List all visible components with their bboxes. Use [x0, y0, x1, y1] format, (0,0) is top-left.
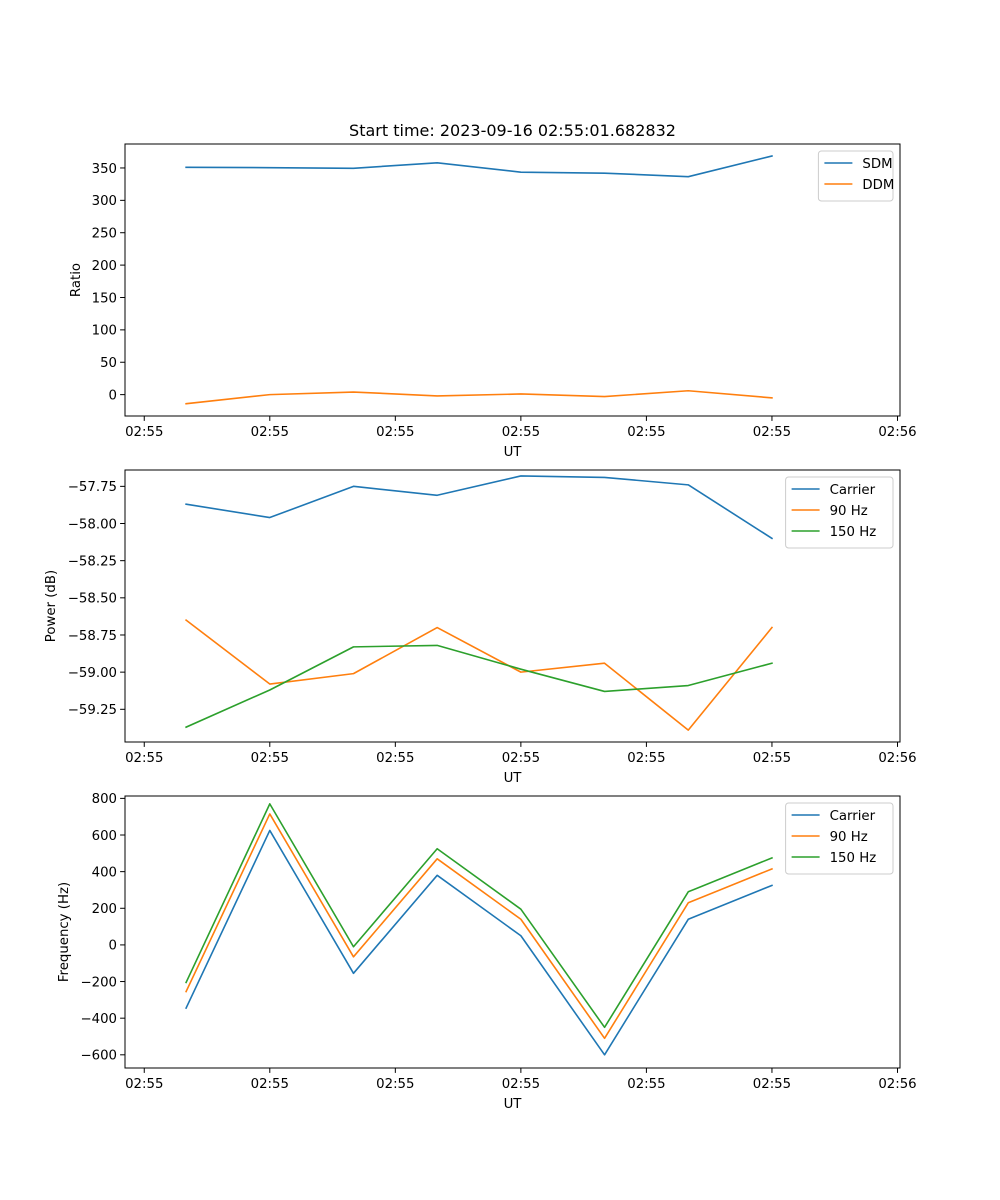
x-tick-label: 02:55: [251, 1077, 289, 1092]
y-axis-label: Frequency (Hz): [57, 882, 72, 982]
legend-label: 90 Hz: [830, 830, 868, 845]
x-tick-label: 02:55: [251, 751, 289, 766]
series-line-150-hz: [185, 644, 773, 729]
subplot-3: 02:55 02:55 02:55 02:55 02:55 02:55 02:56 800 60…: [57, 792, 917, 1112]
y-tick-label: 800: [92, 792, 117, 807]
x-tick-label: 02:55: [627, 425, 665, 440]
x-tick-label: 02:56: [878, 1077, 916, 1092]
legend-label: 90 Hz: [830, 504, 868, 519]
y-axis-label: Power (dB): [44, 570, 59, 642]
y-tick-label: −200: [80, 975, 117, 990]
y-tick-label: 200: [92, 902, 117, 917]
y-tick-label: 400: [92, 865, 117, 880]
y-tick-label: −58.25: [68, 554, 117, 569]
x-axis-label: UT: [504, 1097, 523, 1112]
legend-label: 150 Hz: [830, 851, 877, 866]
y-tick-label: −59.00: [68, 666, 117, 681]
x-tick-label: 02:55: [376, 751, 414, 766]
legend: Carrier 90 Hz 150 Hz: [785, 802, 894, 875]
x-tick-label: 02:55: [502, 1077, 540, 1092]
x-tick-label: 02:55: [753, 751, 791, 766]
series-line-carrier: [185, 829, 773, 1056]
legend: Carrier 90 Hz 150 Hz: [785, 476, 894, 549]
x-tick-label: 02:55: [627, 751, 665, 766]
y-tick-label: −58.75: [68, 629, 117, 644]
x-tick-label: 02:55: [627, 1077, 665, 1092]
y-tick-label: −58.50: [68, 592, 117, 607]
y-tick-label: −600: [80, 1049, 117, 1064]
series-line-ddm: [185, 389, 773, 405]
y-tick-label: 200: [92, 259, 117, 274]
figure-title: Start time: 2023-09-16 02:55:01.682832: [349, 121, 676, 140]
subplots: 02:55 02:55 02:55 02:55 02:55 02:55 02:56 0 50 10…: [44, 143, 917, 1112]
axes-frame: [124, 469, 901, 743]
legend-label: SDM: [862, 157, 892, 172]
y-tick-label: 50: [100, 356, 117, 371]
x-tick-label: 02:55: [125, 751, 163, 766]
axes-frame: [124, 143, 901, 417]
y-tick-label: 150: [92, 291, 117, 306]
subplot-2: 02:55 02:55 02:55 02:55 02:55 02:55 02:56 −57.7…: [44, 469, 917, 786]
y-tick-label: 0: [109, 388, 117, 403]
legend: SDM DDM: [817, 150, 894, 202]
y-tick-label: −58.00: [68, 517, 117, 532]
x-tick-label: 02:55: [753, 425, 791, 440]
series-line-150-hz: [185, 803, 773, 1029]
series-line-90-hz: [185, 813, 773, 1040]
y-axis-label: Ratio: [69, 263, 84, 297]
y-tick-label: 0: [109, 939, 117, 954]
x-tick-label: 02:55: [376, 425, 414, 440]
x-tick-label: 02:55: [251, 425, 289, 440]
y-tick-label: 100: [92, 324, 117, 339]
subplot-1: 02:55 02:55 02:55 02:55 02:55 02:55 02:56 0 50 10…: [69, 143, 917, 460]
axes-frame: [124, 795, 901, 1069]
legend-label: 150 Hz: [830, 525, 877, 540]
series-line-sdm: [185, 155, 773, 178]
y-tick-label: 300: [92, 194, 117, 209]
y-tick-label: −59.25: [68, 703, 117, 718]
x-tick-label: 02:55: [502, 425, 540, 440]
x-tick-label: 02:56: [878, 751, 916, 766]
legend-label: Carrier: [830, 809, 876, 824]
y-tick-label: 350: [92, 162, 117, 177]
y-tick-label: 250: [92, 227, 117, 242]
x-tick-label: 02:55: [376, 1077, 414, 1092]
legend-label: Carrier: [830, 483, 876, 498]
x-axis-label: UT: [504, 771, 523, 786]
x-tick-label: 02:55: [753, 1077, 791, 1092]
x-tick-label: 02:55: [502, 751, 540, 766]
x-tick-label: 02:55: [125, 425, 163, 440]
y-tick-label: −400: [80, 1012, 117, 1027]
y-tick-label: −57.75: [68, 480, 117, 495]
series-line-carrier: [185, 475, 774, 540]
x-tick-label: 02:55: [125, 1077, 163, 1092]
x-axis-label: UT: [504, 445, 523, 460]
x-tick-label: 02:56: [878, 425, 916, 440]
y-tick-label: 600: [92, 829, 117, 844]
legend-label: DDM: [862, 178, 894, 193]
